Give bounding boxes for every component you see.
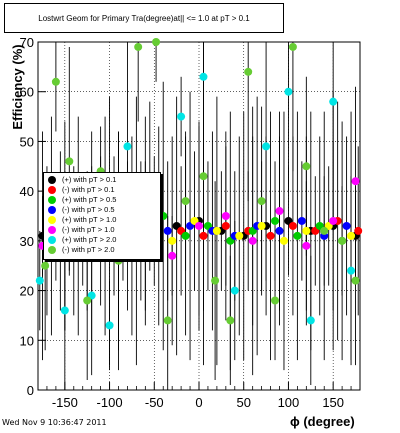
data-point	[302, 241, 311, 250]
data-point	[302, 162, 311, 171]
axis-ticks: -150 -100 -50 0 50 100 150 0 10 20 30 40 50 60 70	[20, 35, 352, 410]
data-point	[338, 236, 347, 245]
data-point	[351, 276, 360, 285]
legend-label: (-) with pT > 2.0	[62, 245, 115, 254]
data-point	[230, 286, 239, 295]
data-point	[275, 226, 284, 235]
data-point	[152, 38, 161, 46]
data-point	[226, 316, 235, 325]
data-point	[271, 296, 280, 305]
data-point	[262, 142, 271, 151]
data-point	[123, 142, 132, 151]
data-point	[199, 72, 208, 81]
data-point	[65, 157, 74, 166]
data-point	[293, 231, 302, 240]
data-point	[248, 236, 257, 245]
legend-label: (+) with pT > 0.5	[62, 195, 117, 204]
data-point	[244, 67, 253, 76]
data-point	[342, 221, 351, 230]
legend-label: (-) with pT > 0.5	[62, 205, 115, 214]
legend-marker	[48, 246, 56, 254]
chart-title: Lostwrt Geom for Primary Tra(degree)at||…	[4, 3, 284, 33]
data-point	[257, 221, 266, 230]
legend-marker	[48, 206, 56, 214]
x-tick-label: 100	[278, 395, 300, 410]
legend-marker	[48, 226, 56, 234]
data-point	[302, 226, 311, 235]
legend-label: (+) with pT > 1.0	[62, 215, 117, 224]
data-point	[221, 212, 230, 220]
data-point	[163, 316, 172, 325]
legend-label: (+) with pT > 0.1	[62, 175, 117, 184]
data-point	[297, 216, 306, 225]
x-axis-label: ϕ (degree)	[290, 414, 355, 429]
data-point	[60, 306, 69, 315]
data-point	[288, 221, 297, 230]
data-point	[329, 97, 338, 106]
y-tick-label: 50	[20, 134, 34, 149]
data-point	[275, 207, 284, 216]
y-tick-label: 70	[20, 35, 34, 50]
y-axis-label: Efficiency (%)	[10, 44, 25, 130]
legend-marker	[48, 216, 56, 224]
legend-label: (-) with pT > 0.1	[62, 185, 115, 194]
data-point	[279, 236, 288, 245]
data-point	[221, 221, 230, 230]
legend-marker	[48, 236, 56, 244]
x-tick-label: -100	[97, 395, 123, 410]
legend-label: (-) with pT > 1.0	[62, 225, 115, 234]
y-tick-label: 40	[20, 184, 34, 199]
data-point	[168, 251, 177, 260]
x-tick-label: -50	[145, 395, 164, 410]
data-point	[235, 231, 244, 240]
x-tick-label: 0	[195, 395, 202, 410]
data-point	[212, 226, 221, 235]
data-point	[177, 112, 186, 121]
data-point	[271, 216, 280, 225]
legend-marker	[48, 176, 56, 184]
data-point	[320, 226, 329, 235]
legend-marker	[48, 196, 56, 204]
data-point	[211, 276, 220, 285]
y-tick-label: 10	[20, 333, 34, 348]
data-point	[51, 77, 60, 86]
data-point	[105, 321, 114, 330]
data-point	[199, 231, 208, 240]
footer-timestamp: Wed Nov 9 10:36:47 2011	[2, 418, 107, 427]
data-point	[83, 296, 92, 305]
x-tick-label: 50	[236, 395, 250, 410]
data-point	[329, 216, 338, 225]
data-point	[181, 197, 190, 206]
legend: (+) with pT > 0.1 (-) with pT > 0.1 (+) …	[43, 172, 161, 260]
y-tick-label: 20	[20, 284, 34, 299]
legend-marker	[48, 186, 56, 194]
y-tick-label: 60	[20, 85, 34, 100]
data-point	[284, 87, 293, 96]
data-point	[168, 236, 177, 245]
data-point	[354, 226, 363, 235]
data-point	[347, 266, 356, 275]
x-tick-label: 150	[322, 395, 344, 410]
y-tick-label: 30	[20, 234, 34, 249]
data-point	[347, 231, 356, 240]
data-point	[306, 316, 315, 325]
legend-label: (+) with pT > 2.0	[62, 235, 117, 244]
data-point	[163, 226, 172, 235]
data-point	[159, 212, 168, 220]
data-point	[288, 42, 297, 51]
x-tick-label: -150	[52, 395, 78, 410]
data-point	[134, 42, 143, 51]
data-point	[351, 177, 360, 186]
data-point	[41, 261, 50, 270]
data-point	[257, 197, 266, 206]
data-point	[181, 231, 190, 240]
data-point	[199, 172, 208, 181]
data-point	[195, 221, 203, 230]
data-point	[35, 276, 44, 285]
y-tick-label: 0	[27, 383, 34, 398]
data-point	[266, 231, 275, 240]
